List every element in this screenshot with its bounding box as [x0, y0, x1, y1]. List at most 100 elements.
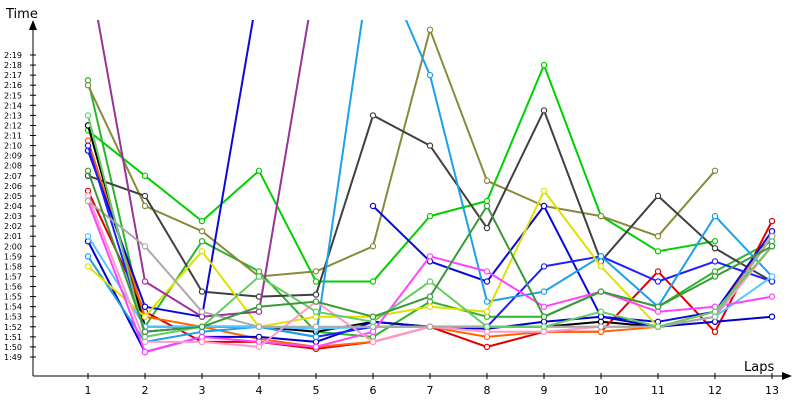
series-line — [87, 64, 716, 283]
data-point — [654, 248, 662, 255]
y-tick-label: 2:13 — [4, 111, 22, 120]
data-point — [711, 308, 719, 315]
data-point — [84, 253, 92, 260]
y-tick-label: 2:17 — [4, 71, 22, 80]
data-point — [654, 192, 662, 200]
x-tick-label: 12 — [708, 384, 722, 397]
data-point — [540, 202, 548, 210]
data-point — [540, 323, 548, 330]
data-point — [426, 142, 434, 149]
data-point — [141, 172, 149, 179]
data-point — [141, 313, 149, 320]
data-point — [540, 313, 548, 320]
y-tick-label: 2:00 — [4, 242, 22, 251]
data-point — [597, 253, 605, 260]
data-point — [711, 318, 719, 325]
data-point — [369, 338, 377, 346]
data-point — [312, 308, 320, 315]
series-2 — [84, 61, 719, 285]
y-tick-label: 1:52 — [4, 323, 22, 332]
data-point — [654, 232, 662, 240]
y-tick-label: 1:58 — [4, 262, 22, 271]
data-point — [597, 288, 605, 295]
data-point — [654, 323, 662, 330]
data-point — [711, 268, 719, 275]
data-point — [141, 328, 149, 335]
data-point — [540, 187, 548, 195]
x-tick-label: 13 — [765, 384, 779, 397]
data-point — [711, 167, 719, 174]
data-point — [198, 338, 206, 346]
data-point — [426, 212, 434, 220]
data-point — [426, 293, 434, 300]
series-14 — [96, 20, 310, 320]
data-point — [312, 323, 320, 330]
data-point — [84, 192, 92, 200]
data-point — [597, 212, 605, 220]
data-point — [426, 71, 434, 79]
y-tick-label: 2:09 — [4, 152, 22, 161]
data-point — [84, 263, 92, 270]
series-7 — [84, 137, 776, 351]
data-point — [198, 288, 206, 295]
data-point — [312, 343, 320, 351]
data-point — [654, 303, 662, 310]
data-point — [141, 348, 149, 356]
x-tick-label: 5 — [313, 384, 320, 397]
data-point — [255, 323, 263, 330]
series-layer — [84, 20, 776, 356]
data-point — [198, 248, 206, 255]
data-point — [483, 268, 491, 275]
data-point — [654, 278, 662, 285]
y-tick-label: 1:54 — [4, 303, 22, 312]
x-axis-arrow — [782, 372, 792, 380]
data-point — [369, 278, 377, 285]
x-tick-label: 3 — [199, 384, 206, 397]
y-tick-label: 2:10 — [4, 142, 22, 151]
data-point — [84, 81, 92, 89]
data-point — [483, 177, 491, 184]
data-point — [426, 253, 434, 260]
data-point — [597, 323, 605, 330]
data-point — [540, 288, 548, 295]
data-point — [198, 308, 206, 315]
data-point — [597, 263, 605, 270]
series-3 — [84, 26, 719, 280]
data-point — [141, 192, 149, 200]
data-point — [768, 232, 776, 240]
data-point — [84, 167, 92, 174]
data-point — [483, 343, 491, 351]
data-point — [483, 224, 491, 232]
axes — [29, 20, 792, 380]
data-point — [426, 323, 434, 330]
x-axis-ticks: 1 2 3 4 5 6 7 8 9 10 11 12 13 — [85, 373, 779, 397]
data-point — [198, 323, 206, 330]
data-point — [540, 107, 548, 114]
series-19 — [84, 167, 776, 335]
y-tick-label: 1:57 — [4, 272, 22, 281]
data-point — [711, 328, 719, 335]
data-point — [597, 308, 605, 315]
data-point — [540, 303, 548, 310]
data-point — [711, 245, 719, 252]
data-point — [255, 303, 263, 310]
y-axis-ticks: 1:491:501:511:521:531:541:551:56 1:571:58… — [4, 51, 36, 362]
y-tick-label: 1:53 — [4, 313, 22, 322]
data-point — [426, 278, 434, 285]
data-point — [312, 268, 320, 275]
data-point — [711, 258, 719, 265]
x-tick-label: 9 — [541, 384, 548, 397]
y-tick-label: 1:49 — [4, 353, 22, 362]
data-point — [312, 278, 320, 285]
data-point — [483, 298, 491, 305]
data-point — [141, 278, 149, 285]
data-point — [312, 298, 320, 305]
series-11 — [84, 20, 776, 346]
data-point — [483, 278, 491, 285]
x-tick-label: 1 — [85, 384, 92, 397]
data-point — [141, 243, 149, 250]
y-tick-label: 1:51 — [4, 333, 22, 342]
y-tick-label: 2:08 — [4, 162, 22, 171]
y-tick-label: 2:12 — [4, 121, 22, 130]
